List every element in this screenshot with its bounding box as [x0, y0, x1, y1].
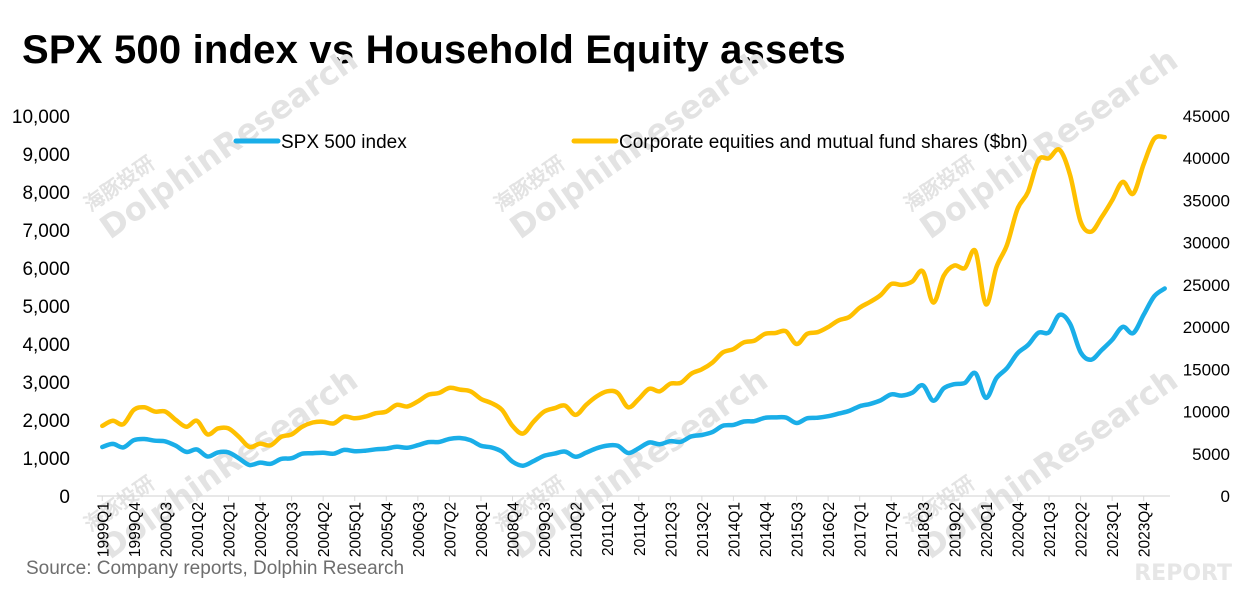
legend-label: SPX 500 index	[281, 132, 407, 153]
x-tick-label: 2022Q2	[1074, 502, 1091, 557]
x-tick-label: 2015Q3	[790, 502, 807, 557]
legend-item-spx: SPX 500 index	[233, 132, 407, 153]
x-tick-label: 2017Q1	[853, 502, 870, 557]
x-tick-label: 2023Q1	[1105, 502, 1122, 557]
y-left-tick-label: 4,000	[22, 335, 70, 356]
x-tick-label: 1999Q4	[127, 502, 144, 558]
x-tick-label: 2009Q3	[537, 502, 554, 557]
x-tick-label: 2020Q1	[979, 502, 996, 557]
y-left-tick-label: 9,000	[22, 145, 70, 166]
y-left-tick-label: 6,000	[22, 259, 70, 280]
x-tick-label: 2023Q4	[1137, 502, 1154, 558]
x-tick-label: 2001Q2	[190, 502, 207, 557]
y-right-tick-label: 5000	[1192, 445, 1230, 464]
x-tick-label: 2007Q2	[442, 502, 459, 557]
x-tick-label: 2002Q1	[221, 502, 238, 557]
x-tick-label: 2000Q3	[158, 502, 175, 557]
series-line-spx	[100, 286, 1167, 468]
y-left-tick-label: 3,000	[22, 373, 70, 394]
x-tick-label: 2008Q4	[506, 502, 523, 558]
legend-item-equity: Corporate equities and mutual fund share…	[571, 132, 1028, 153]
x-tick-label: 2019Q2	[947, 502, 964, 557]
x-tick-label: 2011Q1	[600, 502, 617, 556]
x-tick-label: 2010Q2	[569, 502, 586, 557]
x-tick-label: 2014Q1	[726, 502, 743, 557]
x-tick-label: 2011Q4	[632, 502, 649, 556]
x-tick-label: 2014Q4	[758, 502, 775, 558]
y-left-tick-label: 7,000	[22, 221, 70, 242]
y-right-tick-label: 10000	[1183, 403, 1230, 422]
x-tick-label: 2008Q1	[474, 502, 491, 557]
x-tick-label: 2005Q4	[379, 502, 396, 558]
y-right-tick-label: 45000	[1183, 107, 1230, 126]
x-tick-label: 1999Q1	[95, 502, 112, 557]
series-lines	[100, 134, 1167, 468]
x-tick-label: 2002Q4	[253, 502, 270, 558]
x-tick-label: 2012Q3	[663, 502, 680, 557]
y-right-tick-label: 25000	[1183, 276, 1230, 295]
chart-title: SPX 500 index vs Household Equity assets	[22, 28, 846, 72]
y-left-tick-label: 1,000	[22, 449, 70, 470]
legend: SPX 500 index Corporate equities and mutu…	[233, 132, 1028, 153]
y-left-tick-label: 5,000	[22, 297, 70, 318]
y-right-tick-label: 40000	[1183, 149, 1230, 168]
x-tick-label: 2003Q3	[285, 502, 302, 557]
x-tick-label: 2020Q4	[1010, 502, 1027, 558]
x-tick-label: 2006Q3	[411, 502, 428, 557]
y-right-tick-label: 35000	[1183, 191, 1230, 210]
watermark-corner: REPORT	[1134, 561, 1232, 586]
y-right-tick-label: 20000	[1183, 318, 1230, 337]
source-note: Source: Company reports, Dolphin Researc…	[26, 558, 405, 579]
x-tick-label: 2017Q4	[884, 502, 901, 558]
legend-label: Corporate equities and mutual fund share…	[619, 132, 1028, 153]
axes: 0 1,000 2,000 3,000 4,000 5,000 6,000 7,000 8,00…	[12, 107, 1230, 557]
series-line-equity	[100, 134, 1167, 450]
y-right-tick-label: 30000	[1183, 234, 1230, 253]
y-right-tick-label: 0	[1221, 487, 1230, 506]
y-left-tick-label: 10,000	[12, 107, 70, 128]
y-left-tick-label: 8,000	[22, 183, 70, 204]
y-left-tick-label: 0	[59, 487, 70, 508]
x-tick-label: 2016Q2	[821, 502, 838, 557]
y-left-tick-label: 2,000	[22, 411, 70, 432]
x-tick-label: 2021Q3	[1042, 502, 1059, 557]
x-tick-label: 2013Q2	[695, 502, 712, 557]
x-tick-label: 2018Q3	[916, 502, 933, 557]
x-tick-label: 2005Q1	[348, 502, 365, 557]
x-tick-label: 2004Q2	[316, 502, 333, 557]
y-right-tick-label: 15000	[1183, 360, 1230, 379]
